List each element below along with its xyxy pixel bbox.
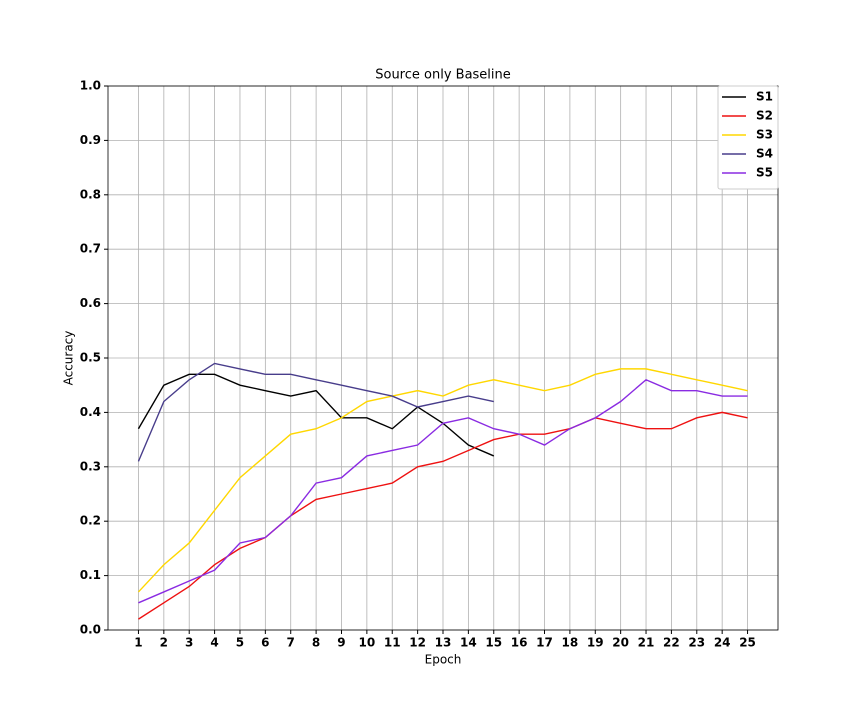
series-line [137, 368, 748, 593]
x-tick-label: 22 [663, 636, 680, 650]
legend-label: S1 [756, 90, 773, 104]
y-tick-label: 0.9 [80, 133, 101, 147]
x-tick-label: 4 [210, 636, 218, 650]
y-tick-label: 0.4 [80, 405, 101, 419]
x-tick-label: 2 [160, 636, 168, 650]
x-tick-label: 7 [287, 636, 295, 650]
x-tick-label: 14 [460, 636, 477, 650]
x-tick-label: 15 [485, 636, 502, 650]
plot-frame [107, 85, 779, 631]
series-line [137, 362, 494, 462]
y-tick-label: 0.3 [80, 459, 101, 473]
legend-box [717, 85, 779, 190]
y-tick-label: 0.6 [80, 296, 101, 310]
x-tick-label: 11 [384, 636, 401, 650]
x-tick-label: 9 [337, 636, 345, 650]
y-tick-label: 0.7 [80, 242, 101, 256]
x-tick-label: 1 [134, 636, 142, 650]
x-tick-label: 20 [612, 636, 629, 650]
x-tick-label: 17 [536, 636, 553, 650]
y-axis-label: Accuracy [62, 331, 76, 386]
x-tick-label: 6 [261, 636, 269, 650]
x-tick-label: 5 [236, 636, 244, 650]
legend-label: S2 [756, 109, 773, 123]
y-tick-label: 0.1 [80, 568, 101, 582]
x-tick-label: 12 [409, 636, 426, 650]
x-tick-label: 10 [359, 636, 376, 650]
y-tick-label: 1.0 [80, 79, 101, 93]
x-tick-label: 19 [587, 636, 604, 650]
x-tick-label: 16 [511, 636, 528, 650]
x-tick-label: 24 [714, 636, 731, 650]
x-tick-label: 23 [688, 636, 705, 650]
legend-label: S3 [756, 128, 773, 142]
x-tick-label: 8 [312, 636, 320, 650]
y-tick-label: 0.8 [80, 187, 101, 201]
x-axis-label: Epoch [425, 653, 462, 667]
legend-label: S5 [756, 166, 773, 180]
chart-title: Source only Baseline [375, 68, 511, 83]
x-tick-label: 25 [739, 636, 756, 650]
y-tick-label: 0.5 [80, 351, 101, 365]
x-tick-label: 21 [638, 636, 655, 650]
x-tick-label: 18 [562, 636, 579, 650]
x-tick-label: 13 [435, 636, 452, 650]
y-tick-label: 0.0 [80, 623, 101, 637]
series-line [138, 378, 748, 604]
legend-label: S4 [756, 147, 773, 161]
y-tick-label: 0.2 [80, 514, 101, 528]
x-tick-label: 3 [185, 636, 193, 650]
series-line [138, 411, 748, 620]
